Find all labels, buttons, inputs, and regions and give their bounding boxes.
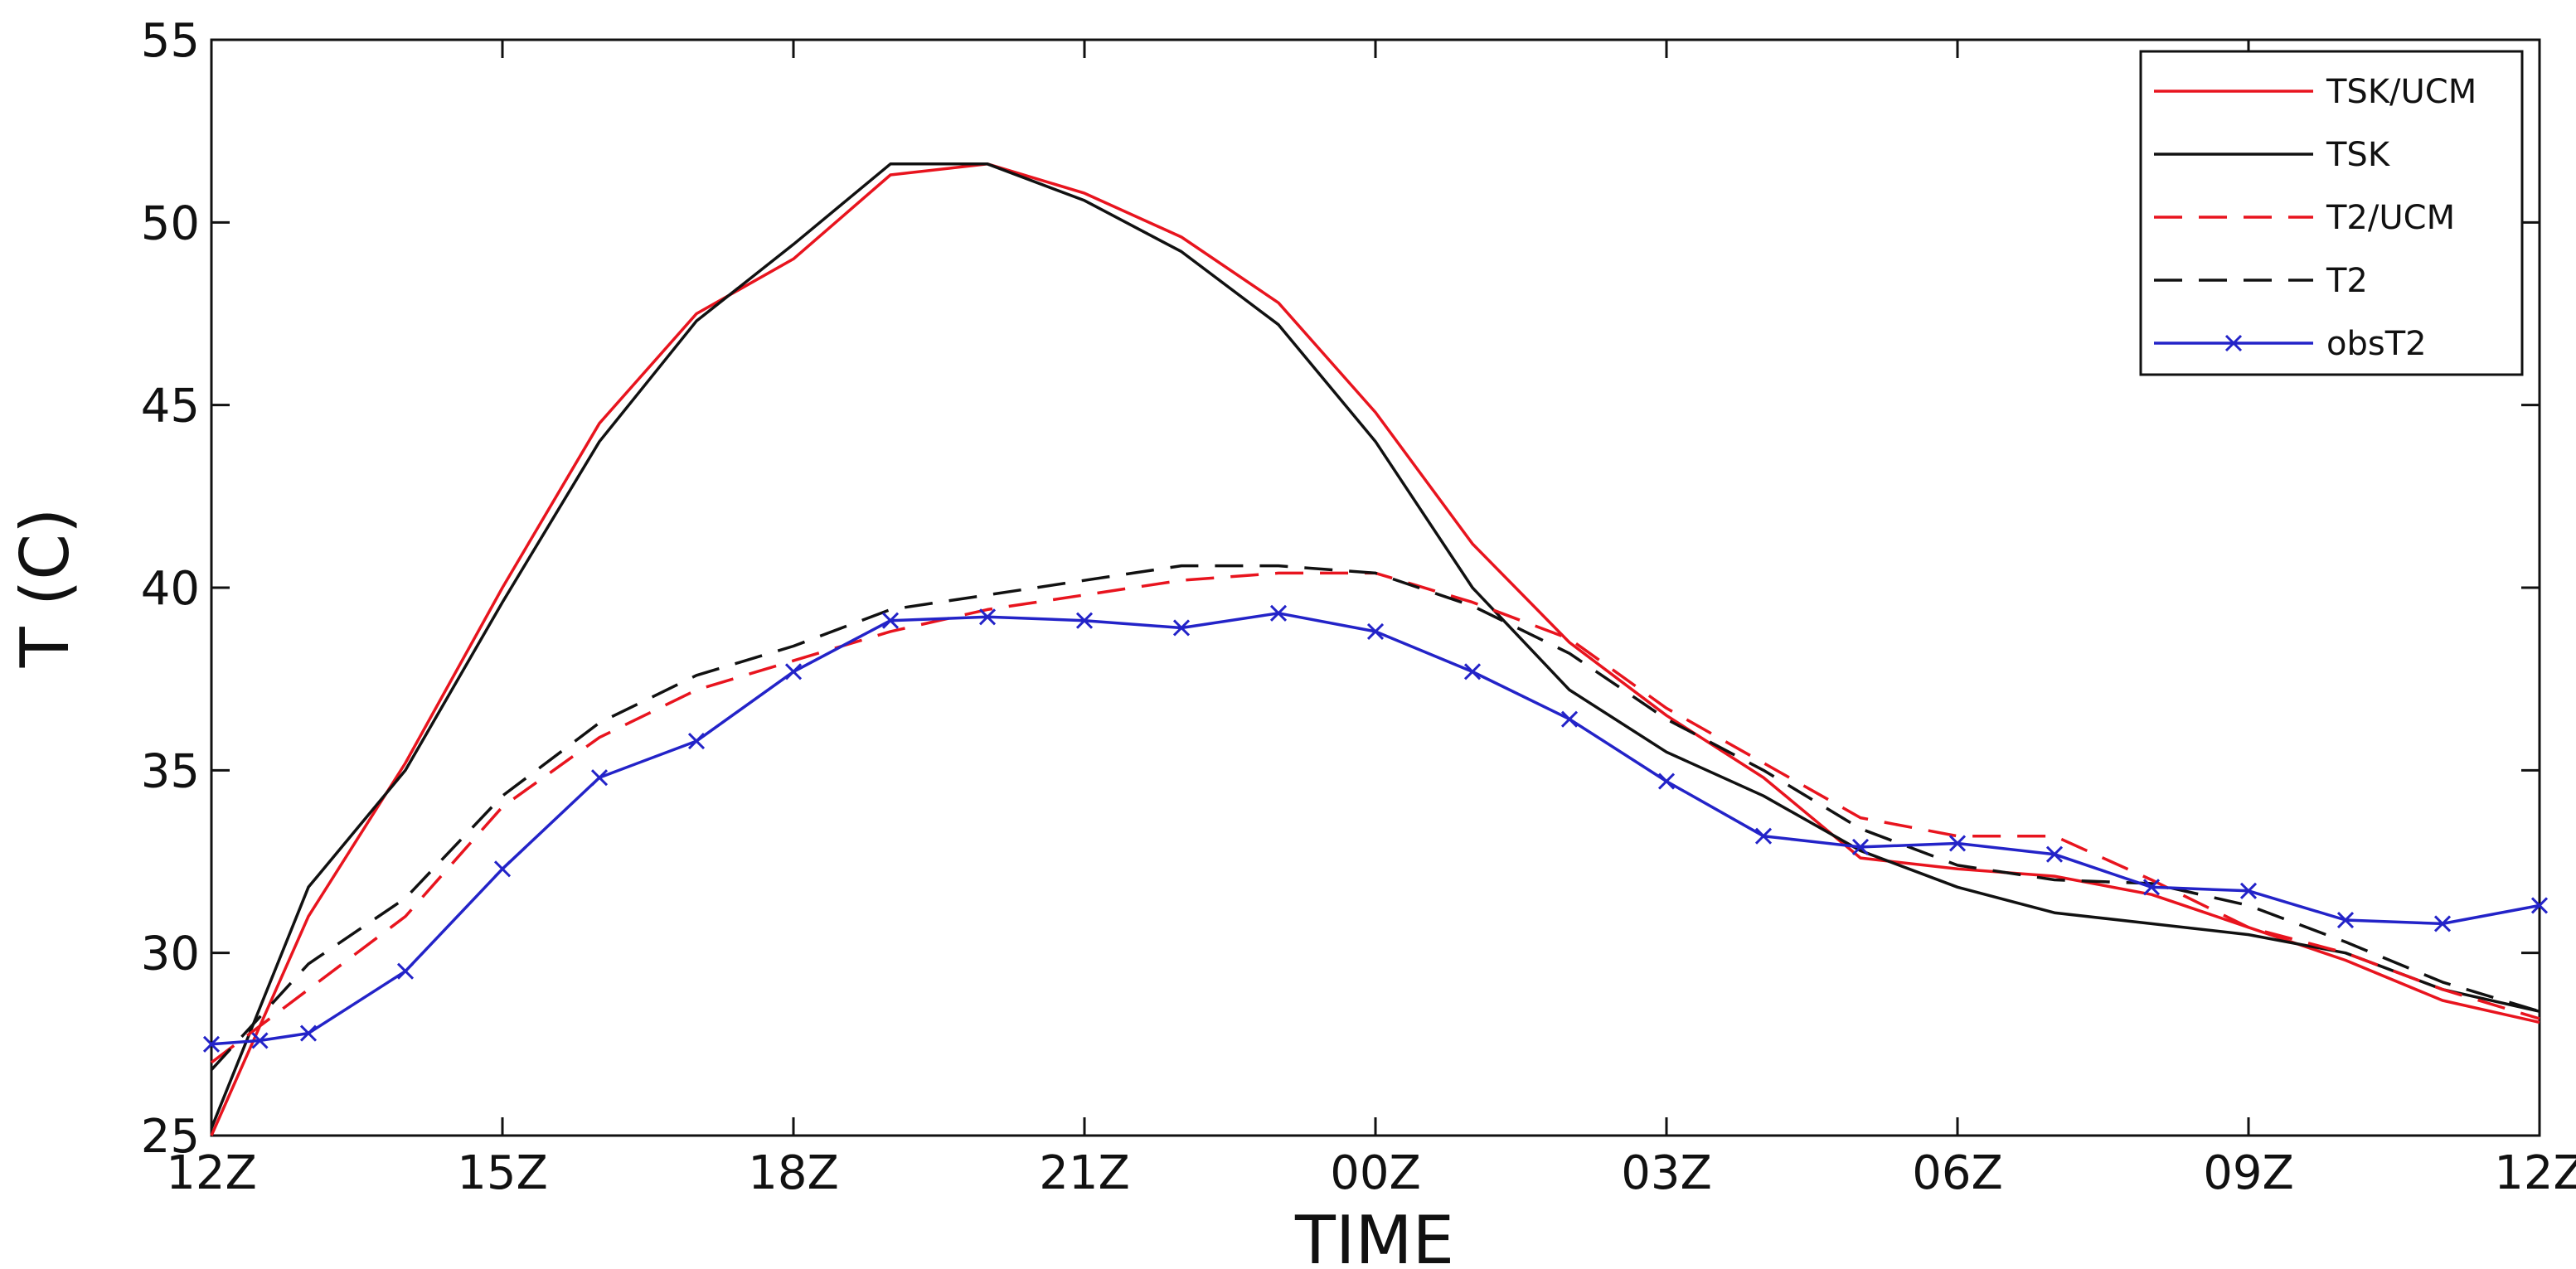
legend-label: T2/UCM [2326,199,2455,237]
data-point-marker [590,769,609,787]
legend-label: obsT2 [2326,325,2427,363]
y-tick-label: 55 [141,14,200,68]
data-point-marker [2239,882,2258,899]
series-line-3 [210,564,2540,1071]
legend-box [2139,50,2524,376]
data-point-marker [1754,827,1773,845]
data-point-marker [2142,879,2161,896]
data-point-marker [1463,663,1482,681]
series-line-1 [210,162,2540,1129]
data-point-marker [784,663,803,681]
data-point-marker [1366,622,1385,640]
x-tick-label: 03Z [1621,1146,1712,1200]
y-axis-title: T (C) [7,508,84,669]
data-point-marker [1657,773,1676,790]
data-point-marker [1560,710,1579,728]
data-point-marker [251,1032,269,1049]
data-point-marker [687,733,706,750]
legend-label: TSK/UCM [2326,73,2477,111]
series-line-4 [211,612,2540,1046]
data-point-marker [2336,911,2355,929]
x-tick-label: 21Z [1039,1146,1130,1200]
data-point-marker [493,860,512,878]
data-point-marker [1075,612,1094,629]
data-point-marker [396,962,415,980]
data-point-marker [1948,835,1967,852]
data-point-marker [2433,915,2452,932]
x-tick-label: 15Z [457,1146,548,1200]
x-tick-label: 12Z [166,1146,257,1200]
y-tick-label: 45 [141,380,200,433]
legend-label: T2 [2326,262,2368,300]
data-point-marker [1172,619,1191,637]
legend-label: TSK [2326,136,2391,174]
x-axis-title: TIME [1294,1202,1454,1269]
y-tick-label: 30 [141,928,200,981]
legend: TSK/UCM TSK T2/UCM T2 obsT2 [2139,50,2524,376]
y-axis: 25 30 35 40 45 50 55 [141,14,2540,1164]
y-tick-label: 25 [141,1110,200,1164]
data-point-marker [881,612,900,629]
series-layer [202,162,2549,1136]
data-point-marker [978,608,997,626]
data-point-marker [299,1024,318,1042]
series-line-0 [210,162,2540,1136]
x-tick-label: 00Z [1330,1146,1421,1200]
legend-marker [2224,334,2243,352]
data-point-marker [202,1035,221,1053]
x-tick-label: 12Z [2494,1146,2576,1200]
y-tick-label: 35 [141,744,200,798]
x-tick-label: 18Z [748,1146,839,1200]
data-point-marker [1269,604,1288,622]
x-tick-label: 09Z [2203,1146,2294,1200]
data-point-marker [2530,897,2549,914]
y-tick-label: 50 [141,196,200,250]
data-point-marker [1851,838,1870,855]
data-point-marker [2045,845,2064,863]
y-tick-label: 40 [141,562,200,616]
x-axis: 12Z 15Z 18Z 21Z 00Z 03Z 06Z 09Z 12Z [166,40,2576,1200]
x-tick-label: 06Z [1912,1146,2003,1200]
